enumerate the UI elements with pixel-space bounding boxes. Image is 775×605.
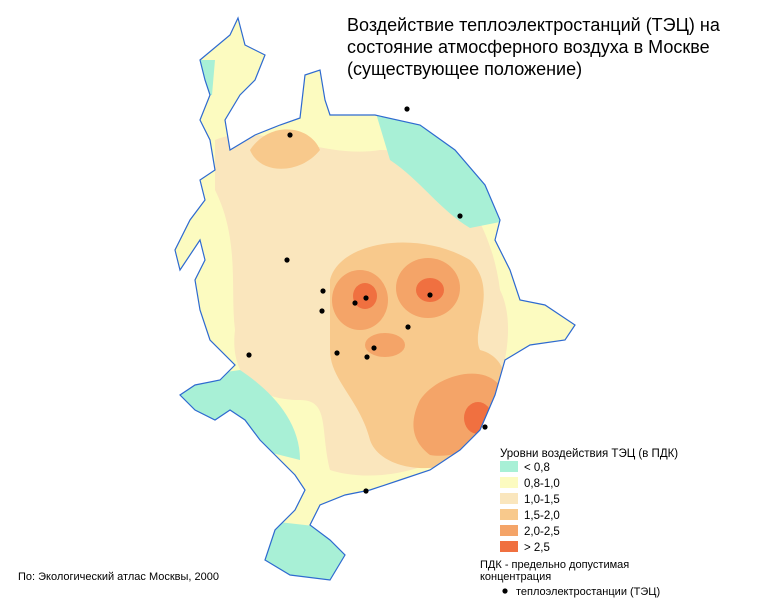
zone-over-2-5 [416,278,444,302]
legend-label: 1,5-2,0 [524,510,560,522]
plant [363,488,369,494]
plant [352,300,358,306]
plant [364,354,370,360]
title: Воздействие теплоэлектростанций (ТЭЦ) на… [347,15,721,79]
plant [405,324,411,330]
plant-legend-label: теплоэлектростанции (ТЭЦ) [516,586,660,598]
source: По: Экологический атлас Москвы, 2000 [18,571,219,583]
legend-label: > 2,5 [524,542,550,554]
legend-label: 0,8-1,0 [524,478,560,490]
zone-under-0-8 [260,520,350,580]
plant-legend-symbol [502,588,508,594]
plant [246,352,252,358]
legend-title: Уровни воздействия ТЭЦ (в ПДК) [500,448,678,460]
plant [319,308,325,314]
legend-swatch [500,477,518,488]
legend-swatch [500,525,518,536]
legend-swatch [500,493,518,504]
zone-1-5-2-0 [250,129,320,169]
plant [287,132,293,138]
legend-swatch [500,509,518,520]
legend-swatch [500,461,518,472]
zone-under-0-8 [375,110,510,228]
note: концентрация [480,571,551,583]
plant [334,350,340,356]
legend-swatch [500,541,518,552]
note: ПДК - предельно допустимая [480,559,629,571]
title-line: (существующее положение) [347,59,582,79]
plant [404,106,410,112]
title-line: Воздействие теплоэлектростанций (ТЭЦ) на [347,15,721,35]
legend-label: 2,0-2,5 [524,526,560,538]
legend-label: < 0,8 [524,462,550,474]
title-line: состояние атмосферного воздуха в Москве [347,37,710,57]
plant [320,288,326,294]
plant [371,345,377,351]
legend: < 0,8 0,8-1,0 1,0-1,5 1,5-2,0 2,0-2,5 > 2,5 [500,461,560,554]
plant [363,295,369,301]
zone-2-0-2-5 [365,333,405,357]
plants [246,106,488,494]
zone-over-2-5 [464,402,492,434]
plant [284,257,290,263]
plant [482,424,488,430]
plant [427,292,433,298]
zone-under-0-8 [195,60,215,95]
plant [457,213,463,219]
legend-label: 1,0-1,5 [524,494,560,506]
